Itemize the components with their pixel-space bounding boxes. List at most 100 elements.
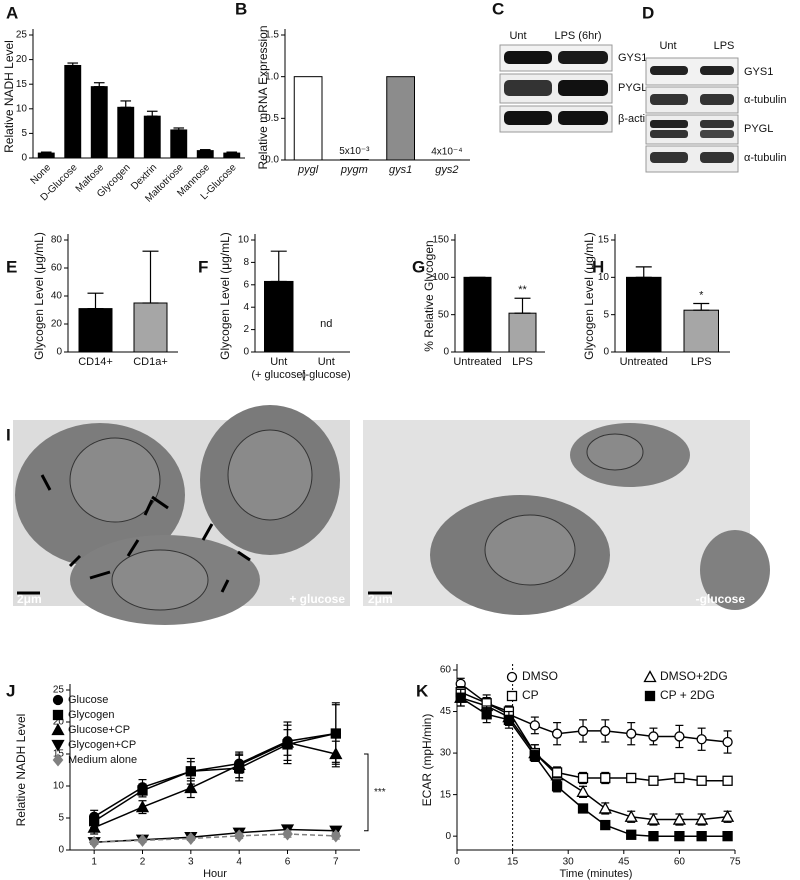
nucleus: [227, 429, 313, 521]
blot-row-label: GYS1: [744, 66, 773, 78]
x-tick-label: 30: [563, 857, 575, 868]
y-axis-label: Relative mRNA Expression: [256, 25, 270, 169]
bar: [64, 65, 82, 159]
error-bar: [93, 82, 105, 88]
marker: [137, 785, 148, 796]
marker: [646, 812, 661, 825]
legend-entry: Glucose: [52, 694, 108, 706]
marker: [648, 731, 659, 742]
marker: [626, 728, 637, 739]
marker: [330, 829, 342, 843]
annotation: **: [518, 284, 527, 296]
error-bar: [199, 149, 211, 152]
y-axis-label: ECAR (mpH/min): [420, 714, 434, 807]
y-tick-label: 10: [598, 272, 610, 283]
marker: [672, 812, 686, 825]
band: [650, 130, 688, 138]
marker: [600, 725, 611, 737]
marker: [185, 831, 197, 846]
band: [504, 51, 552, 64]
marker: [232, 758, 246, 771]
error-bar: [67, 62, 79, 67]
marker: [51, 723, 65, 736]
legend-label: DMSO+2DG: [660, 669, 728, 683]
x-axis-label: Time (minutes): [560, 868, 633, 880]
y-tick-label: 30: [440, 748, 452, 759]
micrograph-label: + glucose: [289, 592, 345, 606]
marker: [551, 767, 563, 778]
panel-label: D: [642, 3, 654, 22]
y-axis-label: Glycogen Level (μg/mL): [582, 232, 596, 360]
nucleus: [69, 437, 161, 523]
bar: [37, 152, 55, 159]
y-tick-label: 0: [21, 153, 27, 164]
y-tick-label: 1.0: [265, 71, 279, 82]
scale-label: 2μm: [368, 592, 393, 606]
y-tick-label: 50: [438, 309, 450, 320]
bar: [264, 280, 294, 353]
y-tick-label: 0: [445, 831, 451, 842]
error-bar: [173, 127, 185, 131]
value-label: 4x10⁻⁴: [431, 147, 462, 158]
y-tick-label: 60: [440, 665, 452, 676]
x-tick-label: pygm: [340, 164, 368, 176]
x-tick-label: gys1: [389, 164, 412, 176]
y-axis-label: Relative NADH Level: [14, 714, 28, 827]
legend-entry: DMSO: [506, 669, 558, 683]
legend-entry: Glycogen+CP: [51, 739, 136, 752]
bar: [196, 150, 214, 159]
bar: [133, 302, 168, 353]
marker: [481, 709, 492, 720]
x-tick-label: 4: [236, 857, 242, 868]
panel-label: I: [6, 425, 11, 444]
y-axis-label: % Relative Glycogen: [422, 240, 436, 351]
marker: [722, 831, 733, 842]
marker: [600, 819, 611, 831]
band: [558, 111, 608, 125]
y-tick-label: 15: [598, 235, 610, 246]
marker: [696, 775, 707, 786]
x-tick-label: 75: [729, 857, 741, 868]
y-tick-label: 10: [16, 103, 28, 114]
marker: [674, 831, 685, 842]
x-tick-label: Unt (+ glucose): [251, 356, 306, 381]
error-bar: [693, 302, 710, 311]
panel-label: H: [592, 257, 604, 276]
y-tick-label: 100: [432, 272, 449, 283]
scale-label: 2μm: [17, 592, 42, 606]
annotation: nd: [320, 318, 332, 330]
error-bar: [270, 250, 287, 283]
panel-label: K: [416, 681, 429, 700]
series-line: [93, 732, 336, 818]
marker: [576, 784, 590, 797]
series-line: [93, 741, 336, 829]
series-line: [93, 732, 336, 822]
marker: [577, 772, 589, 784]
panel-label: F: [198, 257, 208, 276]
y-tick-label: 15: [53, 749, 65, 760]
panel-label: G: [412, 257, 425, 276]
band: [650, 66, 688, 75]
marker: [624, 809, 638, 822]
marker: [282, 827, 293, 841]
x-tick-label: Untreated: [453, 356, 501, 368]
marker: [233, 829, 245, 843]
marker: [503, 714, 515, 725]
micrograph: 2μm + glucose 2μm -glucose: [13, 405, 770, 625]
marker: [551, 781, 563, 792]
legend-label: Glucose+CP: [68, 724, 130, 736]
legend-entry: DMSO+2DG: [643, 669, 728, 683]
bar: [90, 86, 108, 159]
x-tick-label: 45: [618, 857, 630, 868]
x-tick-label: gys2: [435, 164, 458, 176]
marker: [577, 803, 589, 814]
band: [700, 152, 734, 163]
marker: [626, 829, 637, 840]
marker: [135, 800, 150, 813]
y-tick-label: 20: [16, 54, 28, 65]
legend-label: DMSO: [522, 669, 558, 683]
y-tick-label: 15: [16, 79, 28, 90]
y-tick-label: 8: [243, 257, 249, 268]
band: [700, 94, 734, 105]
arrows: [40, 474, 251, 593]
